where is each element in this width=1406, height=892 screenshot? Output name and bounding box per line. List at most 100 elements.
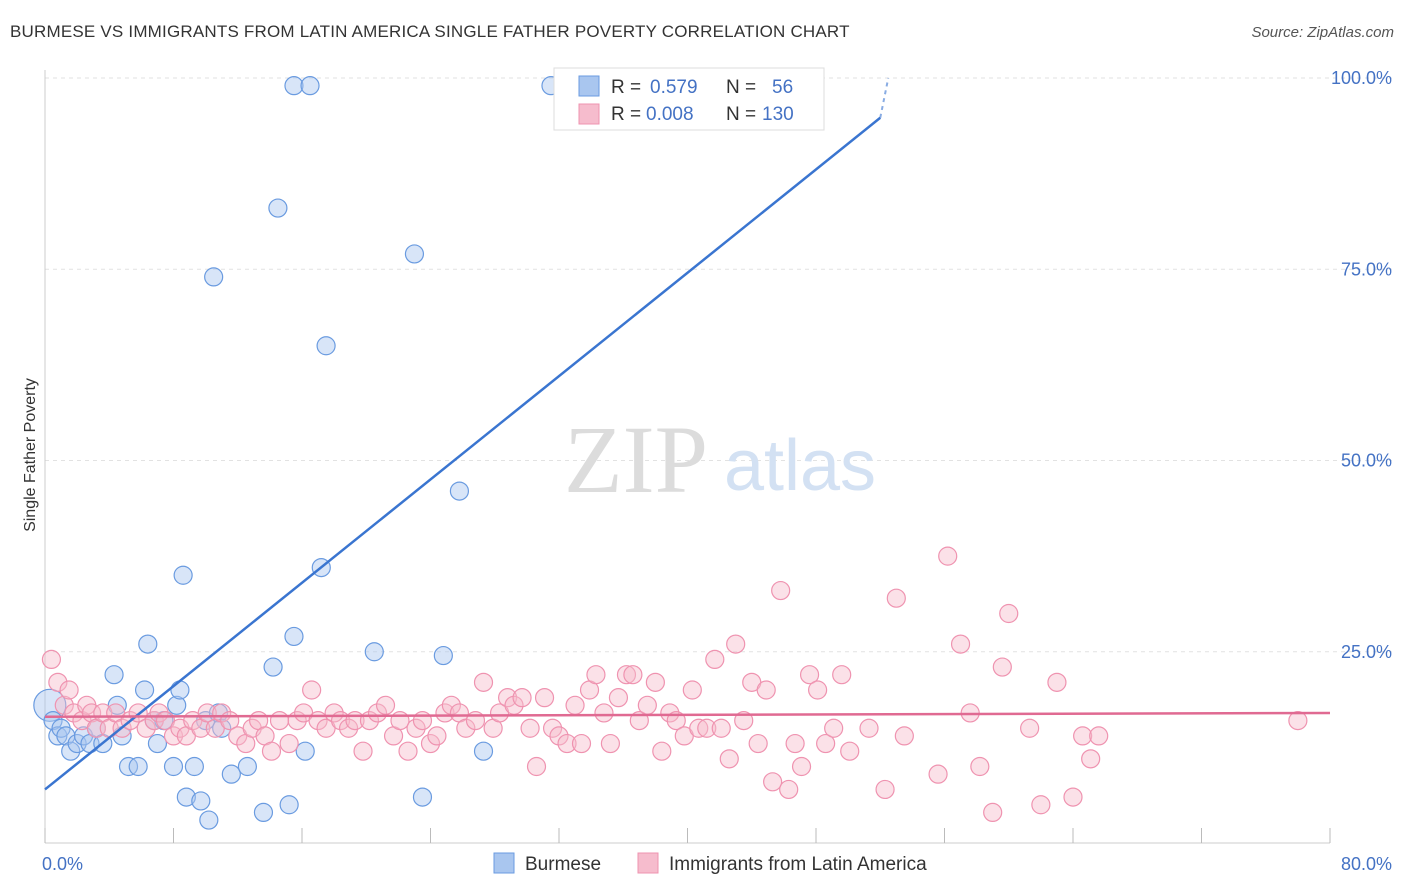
latin-point-127 xyxy=(1073,726,1093,746)
stats-legend: R = 0.579 N = 56 R = 0.008 N = 130 xyxy=(553,67,825,131)
latin-point-116 xyxy=(938,546,958,566)
watermark: ZIP atlas xyxy=(564,406,876,513)
burmese-point-38 xyxy=(279,795,299,815)
latin-point-84 xyxy=(645,672,665,692)
burmese-point-30 xyxy=(204,267,224,287)
watermark-zip: ZIP xyxy=(564,406,708,513)
latin-point-98 xyxy=(748,733,768,754)
y-tick-label-2: 75.0% xyxy=(1341,259,1392,279)
burmese-point-50 xyxy=(473,741,494,761)
legend-swatch-burmese xyxy=(493,852,515,874)
stats-r-label-1: R = xyxy=(611,77,641,98)
latin-point-122 xyxy=(999,603,1019,624)
burmese-point-36 xyxy=(263,657,283,677)
latin-point-71 xyxy=(549,726,569,746)
burmese-point-27 xyxy=(191,791,211,811)
burmese-point-41 xyxy=(295,741,315,761)
stats-r-label-2: R = xyxy=(611,104,641,125)
stats-r-value-2: 0.008 xyxy=(646,104,694,125)
latin-point-114 xyxy=(894,726,914,746)
latin-point-77 xyxy=(594,703,614,723)
burmese-point-14 xyxy=(118,756,139,777)
latin-point-15 xyxy=(136,718,156,738)
latin-trend-line xyxy=(44,711,1331,719)
latin-point-67 xyxy=(520,718,540,738)
latin-point-83 xyxy=(637,695,657,715)
burmese-point-21 xyxy=(163,756,184,777)
latin-point-48 xyxy=(375,695,396,715)
latin-point-54 xyxy=(420,733,441,754)
latin-point-124 xyxy=(1031,795,1051,815)
latin-point-41 xyxy=(324,703,344,723)
latin-point-59 xyxy=(456,718,476,738)
latin-point-3 xyxy=(59,680,79,700)
latin-point-35 xyxy=(279,733,299,754)
burmese-point-19 xyxy=(147,733,168,754)
latin-point-104 xyxy=(791,756,812,777)
latin-point-119 xyxy=(970,756,990,777)
latin-point-130 xyxy=(1288,710,1308,731)
burmese-point-25 xyxy=(176,787,196,807)
burmese-point-45 xyxy=(364,642,384,662)
stats-n-value-1: 56 xyxy=(772,77,793,98)
latin-point-95 xyxy=(726,634,746,654)
burmese-trend-extension xyxy=(879,77,890,118)
latin-point-96 xyxy=(734,710,754,731)
latin-point-76 xyxy=(586,665,606,685)
latin-point-80 xyxy=(616,665,637,685)
burmese-point-42 xyxy=(300,76,320,96)
latin-point-91 xyxy=(697,718,717,738)
stats-n-label-1: N = xyxy=(726,77,756,98)
y-axis-label: Single Father Poverty xyxy=(22,378,39,532)
burmese-point-11 xyxy=(104,665,124,685)
latin-point-70 xyxy=(542,718,563,738)
burmese-point-39 xyxy=(284,76,304,96)
latin-point-81 xyxy=(623,665,643,685)
latin-point-38 xyxy=(302,680,322,700)
latin-point-69 xyxy=(534,688,555,708)
stats-swatch-latin xyxy=(578,103,600,125)
stats-n-label-2: N = xyxy=(726,104,756,125)
latin-point-79 xyxy=(608,688,629,708)
series-legend: Burmese Immigrants from Latin America xyxy=(493,852,927,875)
latin-point-64 xyxy=(498,688,518,708)
latin-point-102 xyxy=(779,779,799,800)
latin-point-128 xyxy=(1081,749,1101,769)
latin-point-68 xyxy=(526,756,547,777)
burmese-point-16 xyxy=(134,680,155,700)
latin-point-33 xyxy=(261,741,282,761)
latin-point-89 xyxy=(682,680,702,700)
latin-point-66 xyxy=(512,688,532,708)
latin-point-86 xyxy=(660,703,680,723)
latin-point-34 xyxy=(269,710,290,731)
legend-label-burmese: Burmese xyxy=(525,854,601,875)
latin-point-74 xyxy=(571,733,592,754)
latin-point-121 xyxy=(992,657,1012,677)
x-tick-label-1: 80.0% xyxy=(1341,854,1392,874)
burmese-point-34 xyxy=(237,756,257,777)
latin-point-47 xyxy=(367,703,388,723)
latin-point-117 xyxy=(950,634,971,654)
stats-n-value-2: 130 xyxy=(762,104,794,125)
y-tick-label-3: 100.0% xyxy=(1331,68,1392,88)
y-tick-labels: 25.0% 50.0% 75.0% 100.0% xyxy=(1331,68,1392,662)
latin-point-0 xyxy=(41,649,62,670)
latin-point-73 xyxy=(565,695,585,715)
watermark-atlas: atlas xyxy=(724,426,876,506)
latin-point-92 xyxy=(705,649,725,670)
burmese-trend-line xyxy=(44,116,882,791)
burmese-point-32 xyxy=(212,718,232,738)
latin-point-51 xyxy=(398,741,418,761)
latin-point-94 xyxy=(719,749,739,769)
latin-point-106 xyxy=(808,680,828,700)
burmese-point-17 xyxy=(138,634,158,654)
latin-point-120 xyxy=(983,802,1003,823)
latin-point-72 xyxy=(557,733,577,754)
latin-point-45 xyxy=(353,741,373,761)
chart-title: BURMESE VS IMMIGRANTS FROM LATIN AMERICA… xyxy=(10,22,850,41)
latin-point-123 xyxy=(1020,718,1040,738)
latin-point-52 xyxy=(406,718,426,738)
burmese-point-26 xyxy=(184,756,204,777)
latin-point-55 xyxy=(427,726,447,746)
